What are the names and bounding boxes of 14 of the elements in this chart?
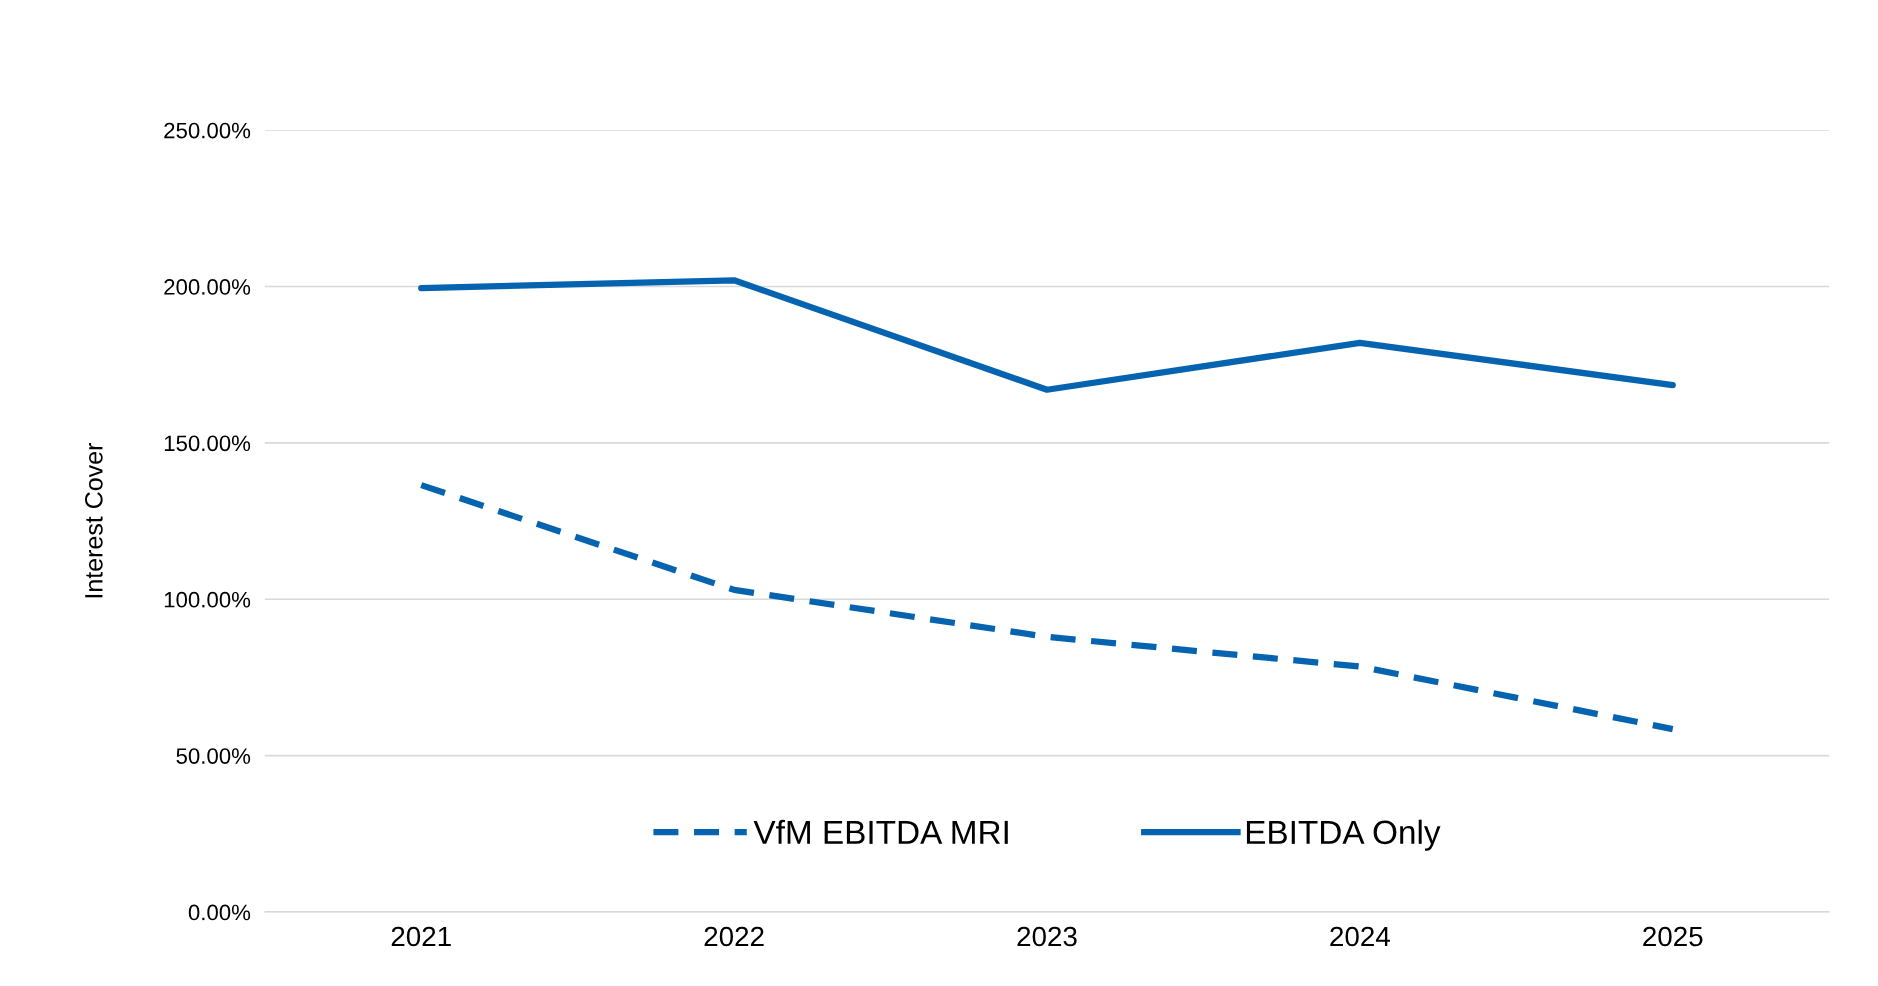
y-tick-label: 150.00% [164, 435, 251, 452]
legend-label: VfM EBITDA MRI [753, 819, 1008, 844]
y-tick-label: 50.00% [176, 748, 251, 764]
y-tick-label: 250.00% [164, 122, 251, 139]
x-tick-label: 2025 [1643, 926, 1703, 947]
x-tick-label: 2021 [391, 926, 451, 947]
x-tick-label: 2023 [1017, 926, 1077, 947]
y-axis-title: Interest Cover [84, 443, 103, 598]
x-tick-label: 2022 [704, 926, 764, 947]
y-tick-label: 100.00% [164, 591, 251, 608]
x-tick-label: 2024 [1330, 926, 1390, 947]
y-tick-label: 0.00% [188, 904, 251, 921]
legend-label: EBITDA Only [1246, 819, 1441, 851]
y-tick-label: 200.00% [164, 279, 251, 295]
